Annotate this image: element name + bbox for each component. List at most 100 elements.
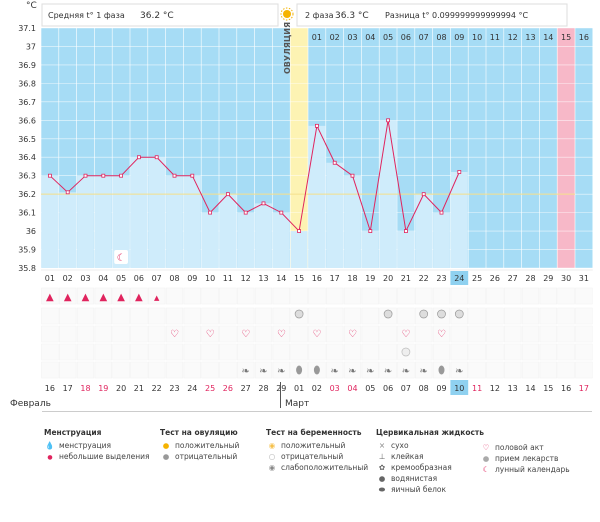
legend-label: отрицательный xyxy=(175,452,238,461)
positive-test-icon: ● xyxy=(162,441,170,450)
temperature-bar xyxy=(397,231,415,268)
heart-icon: ♡ xyxy=(437,329,446,340)
symptom-cell xyxy=(148,287,166,305)
temperature-bar xyxy=(450,172,468,268)
heart-icon: ♡ xyxy=(482,443,490,452)
legend-item: ♡ половой акт xyxy=(480,442,570,453)
egg-white-icon: ⬬ xyxy=(378,485,386,494)
temperature-point xyxy=(172,173,177,178)
symptom-cell xyxy=(59,343,77,361)
temperature-bar xyxy=(308,125,326,268)
day-column xyxy=(539,28,558,268)
creamy-icon: ❧ xyxy=(348,366,356,377)
symptom-cell xyxy=(165,343,184,361)
legend-label: сухо xyxy=(391,441,409,450)
symptom-cell xyxy=(94,287,112,305)
date-label: 08 xyxy=(419,384,429,393)
symptom-cell xyxy=(504,287,522,305)
legend-item: ⬬ яичный белок xyxy=(376,484,484,495)
legend-title: Тест на овуляцию xyxy=(160,428,238,437)
legend-item: ● прием лекарств xyxy=(480,453,570,464)
cycle-day-label: 14 xyxy=(543,33,553,42)
today-date-bg xyxy=(450,380,469,395)
day-number-label: 23 xyxy=(436,274,446,283)
symptom-cell xyxy=(379,325,397,343)
symptom-cell xyxy=(130,325,148,343)
symptom-cell xyxy=(486,343,504,361)
cycle-day-label: 11 xyxy=(490,33,500,42)
day-number-label: 09 xyxy=(187,274,197,283)
positive-test-icon: ◉ xyxy=(268,441,276,450)
temperature-bar xyxy=(112,175,130,268)
temperature-point xyxy=(403,229,408,233)
cycle-day-label: 08 xyxy=(436,33,446,42)
creamy-icon: ❧ xyxy=(420,366,428,377)
symptom-cell xyxy=(130,343,148,361)
symptom-cell xyxy=(148,307,166,325)
symptom-cell xyxy=(183,361,201,379)
symptom-cell xyxy=(326,325,344,343)
date-label: 19 xyxy=(98,384,108,393)
y-tick-label: 36.4 xyxy=(18,153,36,162)
symptom-cell xyxy=(486,307,504,325)
temperature-bar xyxy=(237,212,255,268)
header-phase2-box xyxy=(296,3,568,27)
symptom-cell xyxy=(343,287,362,305)
symptom-cell xyxy=(219,343,237,361)
date-label: 27 xyxy=(241,384,251,393)
symptom-cell xyxy=(343,361,362,379)
temperature-point xyxy=(350,173,355,178)
symptom-cell xyxy=(326,307,344,325)
temperature-point xyxy=(297,229,302,233)
day-number-label: 19 xyxy=(365,274,375,283)
symptom-cell xyxy=(94,325,112,343)
day-number-label: 01 xyxy=(45,274,55,283)
symptom-cell xyxy=(539,361,557,379)
y-tick-label: 35.8 xyxy=(18,264,36,273)
drop-icon: ▲ xyxy=(82,292,90,303)
symptom-cell xyxy=(254,361,273,379)
date-label: 18 xyxy=(80,384,90,393)
negative-test-icon xyxy=(383,309,393,319)
day-number-label: 26 xyxy=(490,274,500,283)
symptom-cell xyxy=(361,361,379,379)
legend-cervical: Цервикальная жидкость × сухо ⊥ клейкая ✿ кр… xyxy=(376,428,484,495)
cycle-day-label: 01 xyxy=(312,33,322,42)
legend: Менструация 💧 менструация ● небольшие выде… xyxy=(0,428,600,518)
creamy-icon: ❧ xyxy=(384,366,392,377)
negative-test-icon xyxy=(419,309,429,319)
symptom-cell xyxy=(165,287,184,305)
heart-icon: ♡ xyxy=(312,329,321,340)
egg-white-icon xyxy=(438,365,445,375)
legend-label: прием лекарств xyxy=(495,454,559,463)
symptom-cell xyxy=(272,307,290,325)
date-label: 28 xyxy=(258,384,268,393)
symptom-cell xyxy=(201,307,219,325)
symptom-cell xyxy=(201,343,219,361)
date-label: 21 xyxy=(134,384,144,393)
day-number-label: 21 xyxy=(401,274,411,283)
heart-icon: ♡ xyxy=(401,329,410,340)
legend-label: половой акт xyxy=(495,443,544,452)
symptom-cell xyxy=(521,343,540,361)
symptom-cell xyxy=(504,343,522,361)
temperature-point xyxy=(261,201,266,206)
temperature-bar xyxy=(41,175,59,268)
day-column xyxy=(521,28,540,268)
temperature-point xyxy=(119,173,123,178)
y-tick-label: 36.1 xyxy=(18,209,36,218)
legend-item: 💧 менструация xyxy=(44,440,150,451)
date-label: 24 xyxy=(187,384,197,393)
day-number-label: 27 xyxy=(508,274,518,283)
legend-title: Цервикальная жидкость xyxy=(376,428,485,437)
legend-label: небольшие выделения xyxy=(59,452,150,461)
cycle-day-label: 04 xyxy=(365,33,375,42)
legend-label: положительный xyxy=(175,441,240,450)
sticky-icon: ⊥ xyxy=(378,452,386,461)
weak-positive-test-icon: ◉ xyxy=(268,463,276,472)
creamy-icon: ❧ xyxy=(366,366,374,377)
y-tick-label: 37 xyxy=(26,42,36,51)
temperature-point xyxy=(83,173,88,178)
drop-icon: ▲ xyxy=(46,292,54,303)
highlighted-day-bg xyxy=(450,271,469,285)
